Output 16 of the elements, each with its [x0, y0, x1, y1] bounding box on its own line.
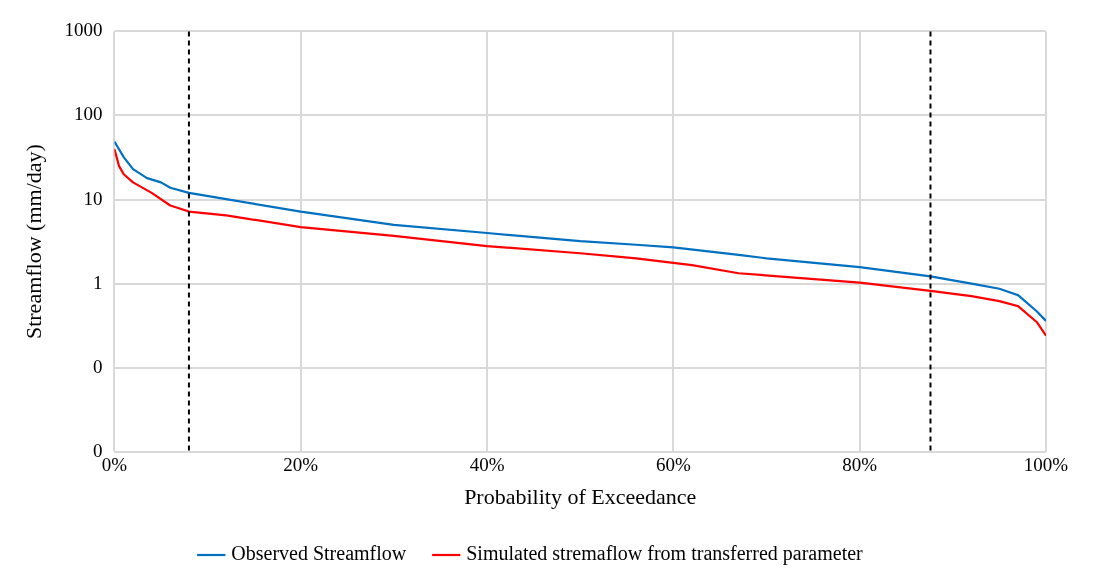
- x-tick-label: 60%: [655, 454, 691, 476]
- x-tick-label: 40%: [469, 454, 505, 476]
- y-axis-title: Streamflow (mm/day): [20, 144, 46, 340]
- y-tick-label: 10: [83, 187, 103, 209]
- y-tick-label: 100: [73, 103, 103, 125]
- x-tick-label: 20%: [283, 454, 319, 476]
- legend-label: Observed Streamflow: [231, 542, 407, 565]
- x-axis-title: Probability of Exceedance: [464, 483, 697, 509]
- y-tick-label: 0: [92, 439, 103, 461]
- legend-label: Simulated stremaflow from transferred parameter: [466, 542, 864, 566]
- x-tick-label: 0%: [101, 454, 128, 476]
- x-tick-label: 100%: [1023, 454, 1069, 476]
- y-tick-label: 0: [92, 355, 103, 377]
- x-tick-label: 80%: [842, 454, 878, 476]
- y-tick-label: 1: [92, 271, 103, 293]
- y-tick-label: 1000: [64, 19, 103, 41]
